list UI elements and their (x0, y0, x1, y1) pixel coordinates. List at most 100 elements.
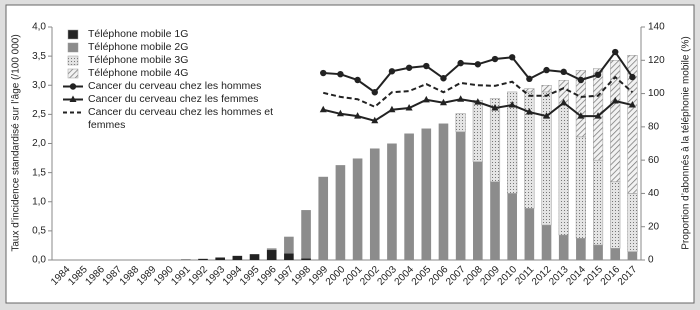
marker (560, 68, 567, 76)
legend-item: Cancer du cerveau chez les hommes et fem… (62, 106, 302, 132)
marker (577, 76, 585, 84)
bar-segment (472, 99, 483, 163)
legend-item: Téléphone mobile 3G (62, 54, 302, 67)
bar-segment (421, 128, 432, 260)
y2-tick-label: 100 (648, 88, 665, 99)
marker (457, 59, 464, 67)
legend-swatch (63, 83, 83, 90)
legend-label: Cancer du cerveau chez les hommes et fem… (88, 106, 274, 131)
bar-segment (266, 250, 277, 260)
y2-tick-label: 20 (648, 221, 660, 232)
swatch (67, 29, 79, 40)
y2-tick-label: 40 (648, 188, 660, 199)
legend-label: Téléphone mobile 3G (88, 54, 189, 66)
bar-segment (575, 136, 586, 239)
marker (423, 62, 430, 70)
marker (336, 109, 344, 117)
bar-segment (575, 70, 586, 138)
bar-segment (301, 258, 311, 260)
bar-segment (284, 253, 294, 260)
bar-segment (284, 236, 294, 254)
swatch (67, 42, 79, 53)
marker (628, 101, 636, 108)
marker (388, 105, 396, 113)
bar-segment (541, 85, 552, 93)
y-tick-label: 3,5 (32, 51, 46, 62)
bar-segment (198, 258, 208, 260)
marker (440, 75, 447, 82)
y-axis-title: Taux d’incidence standardisé sur l’âge (… (11, 34, 22, 251)
bar-segment (404, 133, 414, 260)
y2-tick-label: 140 (648, 22, 665, 33)
bar-segment (249, 254, 260, 260)
marker (474, 98, 482, 105)
y-tick-label: 0,0 (32, 255, 46, 266)
legend-item: Téléphone mobile 4G (62, 67, 302, 80)
bar-segment (558, 104, 569, 236)
y-tick-label: 1,5 (32, 167, 46, 178)
bar-segment (507, 91, 518, 194)
legend-swatch (63, 95, 83, 102)
bar-segment (266, 248, 277, 251)
legend-swatch (67, 29, 79, 40)
y-tick-label: 2,5 (32, 109, 46, 120)
y-tick-label: 0,5 (32, 226, 46, 237)
y2-tick-label: 60 (648, 155, 660, 166)
marker (611, 96, 619, 104)
bar-segment (541, 225, 552, 260)
bar-segment (318, 176, 329, 260)
marker (371, 89, 378, 96)
bar-segment (232, 255, 243, 260)
marker (525, 108, 533, 115)
marker (612, 48, 619, 56)
marker (371, 116, 379, 124)
legend-label: Téléphone mobile 2G (88, 41, 189, 53)
legend-swatch (67, 55, 79, 66)
legend-label: Téléphone mobile 4G (88, 67, 189, 79)
marker (319, 105, 327, 113)
bar-segment (627, 193, 638, 252)
bar-segment (301, 210, 311, 259)
bar-segment (558, 235, 569, 260)
marker (491, 103, 499, 111)
bar-segment (215, 257, 225, 260)
marker (337, 70, 344, 78)
marker (457, 95, 465, 102)
swatch-marker (69, 83, 77, 90)
bar-segment (610, 60, 621, 183)
legend-item: Téléphone mobile 2G (62, 41, 302, 54)
marker (388, 68, 396, 75)
y-tick-label: 4,0 (32, 22, 46, 33)
bar-segment (524, 208, 535, 260)
bar-segment (335, 165, 346, 260)
y-tick-label: 3,0 (32, 80, 46, 91)
legend: Téléphone mobile 1G Téléphone mobile 2G Té… (62, 28, 302, 132)
legend-item: Cancer du cerveau chez les femmes (62, 93, 302, 106)
legend-item: Téléphone mobile 1G (62, 28, 302, 41)
bar-segment (576, 238, 586, 260)
marker (577, 112, 585, 119)
y2-axis-title: Proportion d’abonnés à la téléphonie mob… (681, 36, 692, 249)
bar-segment (387, 143, 397, 260)
marker (543, 66, 550, 74)
legend-swatch (67, 68, 79, 79)
marker (405, 103, 413, 111)
legend-label: Téléphone mobile 1G (88, 28, 189, 40)
y-tick-label: 1,0 (32, 196, 46, 207)
swatch (67, 55, 79, 66)
bar-segment (473, 161, 483, 260)
bar-segment (438, 123, 449, 261)
bar-segment (592, 159, 604, 246)
y2-tick-label: 0 (648, 255, 654, 266)
bar-segment (490, 181, 500, 260)
bar-segment (369, 148, 380, 260)
marker (526, 75, 533, 83)
marker (491, 55, 499, 63)
legend-swatch (63, 111, 83, 114)
marker (422, 95, 430, 103)
bar-segment (610, 248, 621, 260)
marker (354, 76, 361, 84)
swatch (67, 68, 79, 79)
